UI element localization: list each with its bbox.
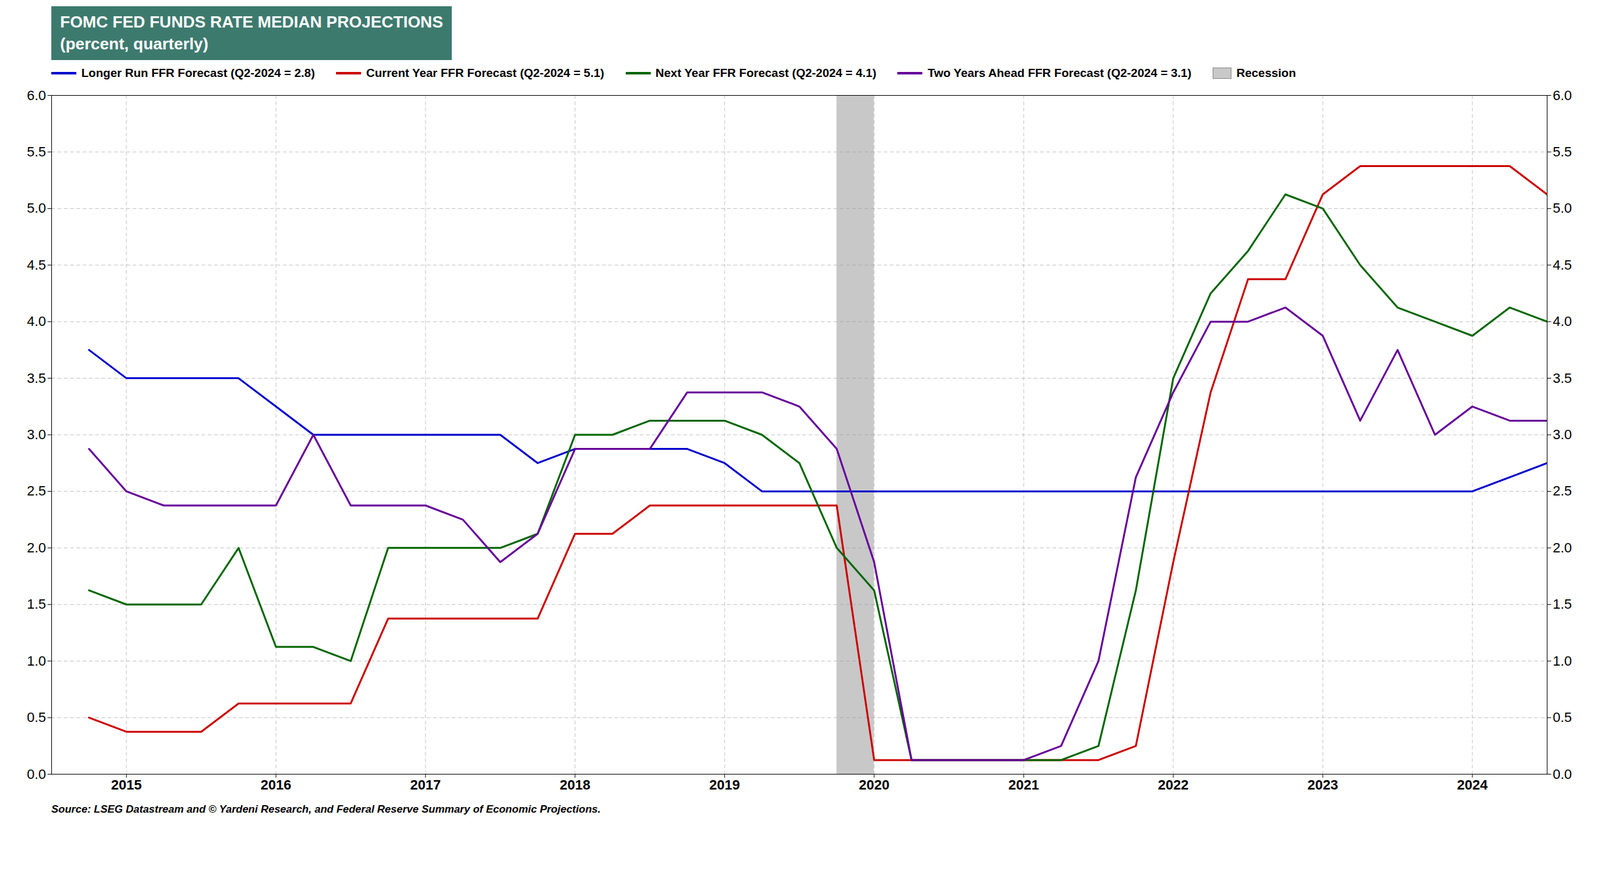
svg-text:4.0: 4.0 bbox=[26, 313, 47, 330]
svg-text:0.5: 0.5 bbox=[1553, 709, 1573, 726]
html-text:(percent, quarterly): (percent, quarterly) bbox=[60, 34, 209, 54]
html-text:Recession: Recession bbox=[1236, 66, 1296, 80]
svg-text:2018: 2018 bbox=[560, 777, 591, 793]
html-text:Current Year FFR Forecast (Q2-: Current Year FFR Forecast (Q2-2024 = 5.1… bbox=[366, 66, 605, 80]
svg-text:5.0: 5.0 bbox=[1553, 200, 1573, 217]
svg-text:6.0: 6.0 bbox=[26, 87, 47, 104]
svg-text:3.5: 3.5 bbox=[1553, 370, 1573, 387]
svg-text:1.0: 1.0 bbox=[26, 653, 47, 669]
svg-text:2015: 2015 bbox=[111, 777, 143, 793]
html-text:Two Years Ahead FFR Forecast (: Two Years Ahead FFR Forecast (Q2-2024 = … bbox=[927, 66, 1192, 80]
svg-text:0.0: 0.0 bbox=[1553, 766, 1573, 783]
svg-text:2017: 2017 bbox=[410, 777, 442, 793]
html-text:Source: LSEG Datastream and ©: Source: LSEG Datastream and © Yardeni Re… bbox=[51, 803, 601, 816]
svg-text:5.0: 5.0 bbox=[26, 200, 47, 217]
html-text:Next Year FFR Forecast (Q2-202: Next Year FFR Forecast (Q2-2024 = 4.1) bbox=[655, 66, 877, 80]
svg-text:2023: 2023 bbox=[1307, 777, 1339, 793]
svg-text:2019: 2019 bbox=[709, 777, 741, 793]
svg-text:1.5: 1.5 bbox=[26, 596, 47, 612]
svg-text:2022: 2022 bbox=[1158, 777, 1189, 793]
svg-text:2.5: 2.5 bbox=[1553, 483, 1573, 500]
svg-text:0.5: 0.5 bbox=[26, 709, 47, 726]
svg-text:2021: 2021 bbox=[1008, 777, 1040, 793]
svg-text:1.5: 1.5 bbox=[1553, 596, 1573, 612]
svg-text:2024: 2024 bbox=[1457, 777, 1489, 793]
svg-text:3.0: 3.0 bbox=[1553, 426, 1573, 443]
svg-text:5.5: 5.5 bbox=[1553, 143, 1573, 160]
svg-text:3.5: 3.5 bbox=[26, 370, 47, 387]
svg-text:0.0: 0.0 bbox=[26, 766, 47, 783]
svg-text:2.0: 2.0 bbox=[1553, 540, 1573, 556]
svg-text:4.5: 4.5 bbox=[26, 257, 47, 273]
svg-text:2.5: 2.5 bbox=[26, 483, 47, 500]
svg-text:4.0: 4.0 bbox=[1553, 313, 1573, 330]
svg-text:2016: 2016 bbox=[260, 777, 292, 793]
html-text:FOMC FED FUNDS RATE MEDIAN PRO: FOMC FED FUNDS RATE MEDIAN PROJECTIONS bbox=[60, 12, 444, 32]
svg-text:1.0: 1.0 bbox=[1553, 653, 1573, 669]
html-text:Longer Run FFR Forecast (Q2-20: Longer Run FFR Forecast (Q2-2024 = 2.8) bbox=[81, 66, 315, 80]
svg-text:2.0: 2.0 bbox=[26, 540, 47, 556]
svg-text:4.5: 4.5 bbox=[1553, 257, 1573, 273]
svg-text:3.0: 3.0 bbox=[26, 426, 47, 443]
svg-text:6.0: 6.0 bbox=[1553, 87, 1573, 104]
svg-text:2020: 2020 bbox=[859, 777, 890, 793]
svg-text:5.5: 5.5 bbox=[26, 143, 47, 160]
